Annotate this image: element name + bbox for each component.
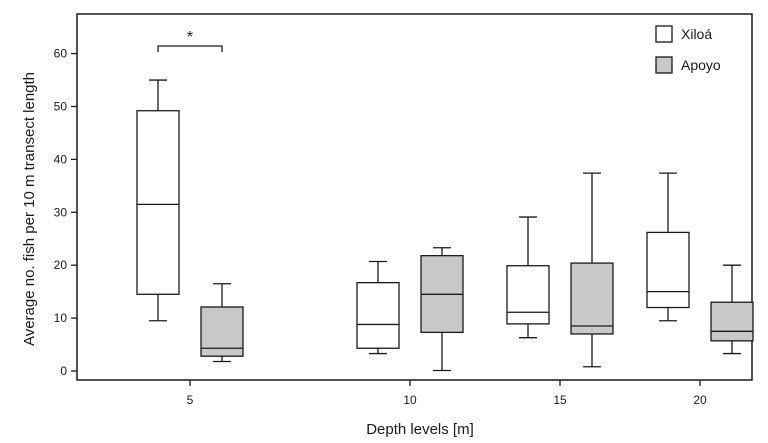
legend: Xiloá Apoyo: [655, 25, 721, 74]
legend-swatch: [655, 56, 673, 74]
x-tick-label: 10: [403, 393, 417, 407]
iqr-box: [136, 110, 180, 295]
x-tick-label: 20: [693, 393, 707, 407]
box-apoyo-10: [420, 247, 464, 372]
significance-star: *: [187, 29, 193, 46]
iqr-box: [356, 282, 400, 349]
box-apoyo-5: [200, 283, 244, 363]
y-tick-label: 10: [54, 311, 68, 325]
y-tick-label: 40: [54, 152, 68, 166]
y-tick-label: 60: [54, 47, 68, 61]
box-apoyo-20: [710, 264, 754, 355]
plot-frame: [76, 13, 753, 381]
legend-label: Xiloá: [681, 26, 712, 42]
y-tick-label: 50: [54, 100, 68, 114]
iqr-box: [506, 265, 550, 325]
x-axis-label: Depth levels [m]: [366, 421, 474, 438]
iqr-box: [710, 301, 754, 342]
y-tick-label: 30: [54, 205, 68, 219]
iqr-box: [570, 262, 614, 335]
box-xilo-15: [506, 216, 550, 339]
iqr-box: [646, 231, 690, 309]
box-xilo-5: [136, 79, 180, 322]
bracket-line: [157, 45, 223, 52]
box-xilo-10: [356, 260, 400, 355]
x-tick-label: 15: [553, 393, 567, 407]
y-tick-label: 0: [60, 364, 67, 378]
y-axis-label: Average no. fish per 10 m transect lengt…: [21, 72, 38, 346]
box-apoyo-15: [570, 172, 614, 368]
legend-swatch: [655, 25, 673, 43]
box-xilo-20: [646, 172, 690, 322]
x-tick-label: 5: [187, 393, 194, 407]
legend-label: Apoyo: [681, 57, 721, 73]
significance-bracket: *: [157, 29, 223, 52]
y-tick-label: 20: [54, 258, 68, 272]
